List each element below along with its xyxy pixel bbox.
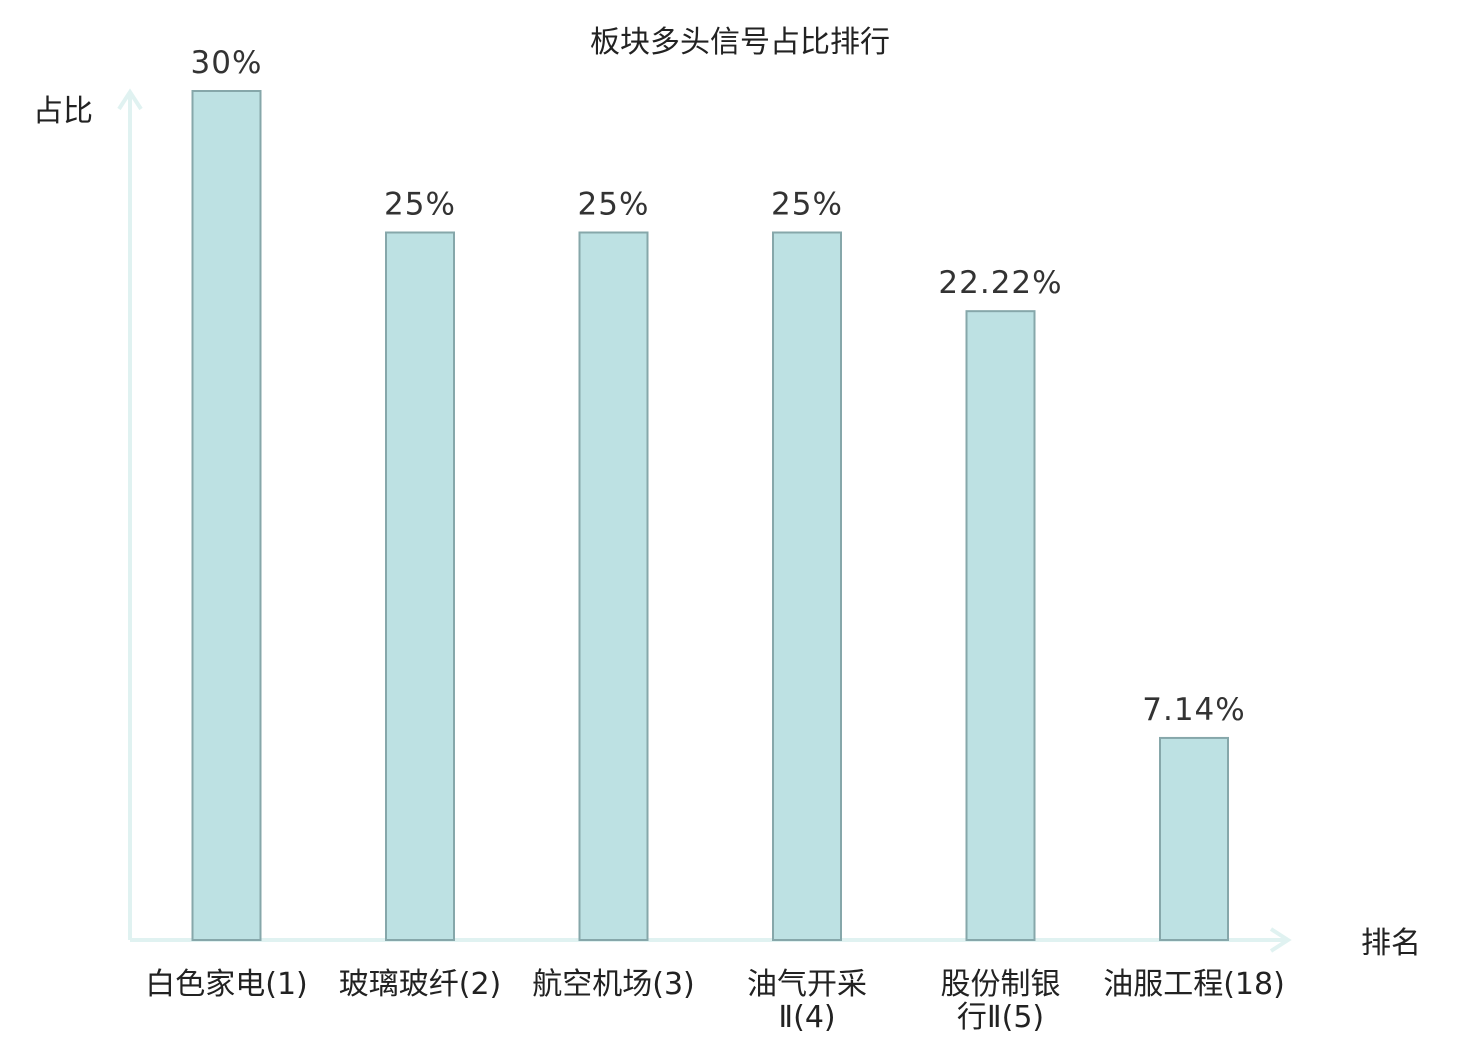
category-label: 白色家电(1) (145, 967, 308, 1002)
category-label: 股份制银 (941, 967, 1061, 1002)
bar-value-label: 30% (191, 45, 263, 81)
bar (965, 310, 1036, 941)
bar-value-label: 22.22% (938, 265, 1062, 301)
category-label: 航空机场(3) (532, 967, 695, 1002)
category-label: 油气开采 (747, 967, 867, 1002)
bar (385, 231, 455, 941)
x-axis-arrow (1269, 927, 1292, 953)
bar (772, 231, 842, 941)
category-label: Ⅱ(4) (778, 1000, 835, 1035)
axes (117, 88, 1292, 953)
bars-group (191, 90, 1229, 941)
bar-value-label: 25% (384, 187, 456, 223)
category-label: 油服工程(18) (1103, 967, 1285, 1002)
value-labels-group: 30% 25% 25% 25% 22.22% 7.14% (191, 45, 1245, 728)
bar (578, 231, 649, 941)
bar (1159, 736, 1229, 941)
bar (191, 90, 262, 941)
category-label: 玻璃玻纤(2) (339, 967, 502, 1002)
x-axis-label: 排名 (1361, 926, 1421, 961)
bar-value-label: 7.14% (1142, 692, 1245, 728)
bar-value-label: 25% (578, 187, 650, 223)
y-axis-arrow (117, 88, 143, 111)
bar-value-label: 25% (771, 187, 843, 223)
y-axis-label: 占比 (33, 94, 93, 129)
chart-title: 板块多头信号占比排行 (590, 25, 890, 60)
category-label: 行Ⅱ(5) (957, 1000, 1044, 1035)
